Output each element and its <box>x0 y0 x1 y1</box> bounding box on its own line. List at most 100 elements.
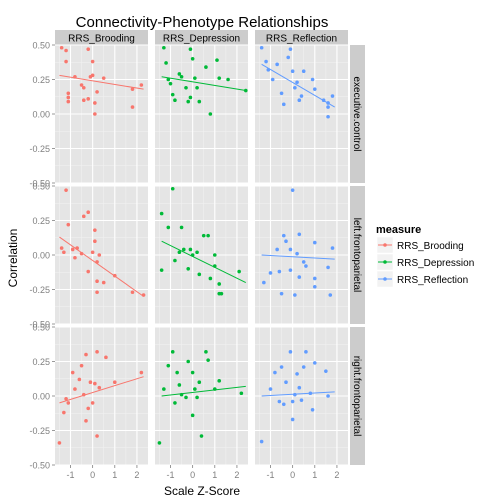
data-point <box>208 112 213 116</box>
fit-line <box>161 385 246 397</box>
data-point <box>112 380 117 384</box>
data-point <box>79 363 84 368</box>
data-point <box>284 239 288 243</box>
data-point <box>290 399 295 404</box>
y-tick-label: 0.25 <box>32 357 50 367</box>
data-point <box>159 268 164 272</box>
legend-item-rrs-reflection: RRS_Reflection <box>376 270 468 288</box>
data-point <box>295 80 299 85</box>
facet-strip-col-rrs-reflection: RRS_Reflection <box>255 30 348 45</box>
data-point <box>64 48 68 53</box>
data-point <box>188 47 193 51</box>
data-point <box>175 370 179 375</box>
x-axis-label: Scale Z-Score <box>164 484 240 498</box>
legend-item-rrs-depression: RRS_Depression <box>376 253 474 271</box>
series-rrs-reflection-row-1 <box>261 188 335 297</box>
series-rrs-reflection-row-0 <box>259 45 335 119</box>
data-point <box>66 95 71 100</box>
data-point <box>243 88 248 93</box>
data-point <box>166 363 171 368</box>
data-point <box>173 258 177 263</box>
y-tick-label: -0.25 <box>29 144 50 154</box>
data-point <box>326 105 330 109</box>
data-point <box>281 102 286 107</box>
data-point <box>86 406 91 411</box>
data-point <box>215 58 219 62</box>
data-point <box>141 293 146 297</box>
y-tick-label: -0.25 <box>29 426 50 436</box>
data-point <box>81 98 86 102</box>
x-tick-label: 0 <box>190 470 195 480</box>
data-point <box>259 439 264 444</box>
data-point <box>326 114 330 119</box>
data-point <box>219 291 224 296</box>
data-point <box>93 381 97 386</box>
series-rrs-brooding-row-1 <box>59 188 146 297</box>
panel-r0-c1 <box>155 44 248 184</box>
data-point <box>195 250 199 255</box>
data-point <box>188 95 193 100</box>
data-point <box>177 383 182 387</box>
legend-title: measure <box>376 224 421 236</box>
y-tick-label: -0.50 <box>29 320 50 330</box>
data-point <box>66 401 71 405</box>
data-point <box>299 94 304 98</box>
data-point <box>239 391 244 396</box>
data-point <box>195 85 199 90</box>
facet-strip-label: executive.control <box>351 76 362 151</box>
facet-strip-label: left.frontoparietal <box>351 218 362 293</box>
data-point <box>90 59 95 64</box>
data-point <box>162 45 166 50</box>
data-point <box>295 372 299 376</box>
data-point <box>70 247 75 252</box>
data-point <box>321 98 326 102</box>
x-tick-label: 2 <box>234 470 239 480</box>
data-point <box>197 380 202 384</box>
data-point <box>86 97 91 101</box>
data-point <box>304 264 308 268</box>
data-point <box>197 99 202 104</box>
data-point <box>197 272 202 277</box>
data-point <box>206 358 210 362</box>
data-point <box>179 74 184 79</box>
y-tick-label: -0.25 <box>29 285 50 295</box>
data-point <box>62 410 66 415</box>
data-point <box>64 59 68 64</box>
data-point <box>208 276 213 281</box>
data-point <box>268 387 273 391</box>
data-point <box>326 101 330 105</box>
panel-r1-c1 <box>155 185 248 325</box>
data-point <box>190 57 195 61</box>
data-point <box>301 260 306 264</box>
facet-strip-label: RRS_Brooding <box>68 34 135 45</box>
data-point <box>81 214 86 219</box>
data-point <box>64 396 68 401</box>
data-point <box>193 76 197 80</box>
data-point <box>159 211 164 216</box>
x-tick-label: 1 <box>312 470 317 480</box>
data-point <box>64 188 68 192</box>
data-point <box>73 387 77 391</box>
data-point <box>75 246 79 250</box>
data-point <box>279 91 284 96</box>
data-point <box>273 370 277 375</box>
panel-r0-c2 <box>255 44 348 184</box>
data-point <box>97 253 102 257</box>
data-point <box>93 101 97 105</box>
data-point <box>288 350 293 354</box>
x-tick-label: 1 <box>112 470 117 480</box>
facet-strip-col-rrs-brooding: RRS_Brooding <box>55 30 148 45</box>
data-point <box>62 250 66 255</box>
data-point <box>330 94 335 98</box>
data-point <box>81 392 86 397</box>
data-point <box>86 210 91 215</box>
x-tick-label: -1 <box>166 470 174 480</box>
data-point <box>195 395 199 400</box>
data-point <box>312 284 317 289</box>
data-point <box>212 387 217 391</box>
data-point <box>73 74 77 79</box>
data-point <box>79 251 84 256</box>
data-point <box>95 90 99 94</box>
facet-strip-label: RRS_Depression <box>163 34 240 45</box>
data-point <box>95 279 99 284</box>
